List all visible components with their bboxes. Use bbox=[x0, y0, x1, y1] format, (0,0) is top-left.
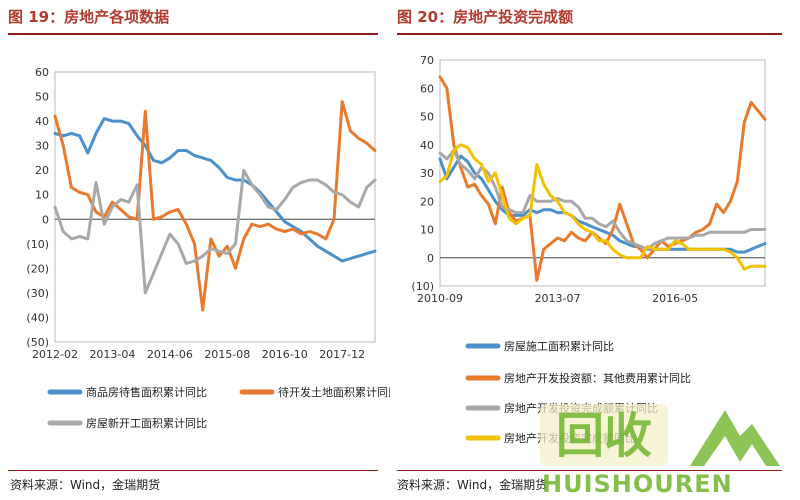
fig19-legend-label-3: 房屋新开工面积累计同比 bbox=[86, 416, 207, 430]
fig19-top-rule bbox=[8, 33, 378, 35]
fig20-x-tick-label: 2010-09 bbox=[417, 292, 463, 305]
fig19-source: 资料来源：Wind，金瑞期货 bbox=[10, 478, 161, 492]
fig19-chart: 60 50 40 30 20 10 0 (10) (20) (30) (40) (50)2012-02… bbox=[26, 66, 390, 430]
fig19-x-tick-label: 2014-06 bbox=[147, 348, 193, 361]
fig19-title: 图 19：房地产各项数据 bbox=[8, 8, 170, 26]
fig20-source: 资料来源：Wind，金瑞期货 bbox=[397, 478, 548, 492]
fig19-y-tick-label: 50 bbox=[35, 91, 49, 104]
fig19-bottom-rule bbox=[8, 470, 378, 471]
fig19-y-tick-label: 30 bbox=[35, 140, 49, 153]
fig20-title: 图 20：房地产投资完成额 bbox=[397, 8, 574, 26]
fig19-y-tick-label: 10 bbox=[35, 189, 49, 202]
fig20-y-tick-label: 50 bbox=[420, 111, 434, 124]
fig19-series-line-1 bbox=[53, 117, 377, 263]
fig19-series-line-3 bbox=[53, 168, 377, 295]
fig20-series-line-3 bbox=[438, 148, 767, 251]
fig19-x-tick-label: 2016-10 bbox=[262, 348, 308, 361]
fig20-top-rule bbox=[397, 33, 782, 35]
watermark-logo-box bbox=[540, 404, 668, 466]
fig19-x-tick-label: 2015-08 bbox=[204, 348, 250, 361]
fig20-y-tick-label: 0 bbox=[427, 252, 434, 265]
fig19-y-tick-label: 40 bbox=[35, 115, 49, 128]
fig20-legend-label-2: 房地产开发投资额：其他费用累计同比 bbox=[504, 371, 691, 385]
fig19-y-tick-label: 20 bbox=[35, 164, 49, 177]
fig20-plot-frame bbox=[439, 59, 766, 287]
fig20-y-tick-label: 70 bbox=[420, 54, 434, 67]
fig20-y-tick-label: 10 bbox=[420, 224, 434, 237]
fig19-legend-label-2: 待开发土地面积累计同比 bbox=[278, 385, 390, 399]
fig19-x-tick-label: 2012-02 bbox=[32, 348, 78, 361]
fig20-y-tick-label: 30 bbox=[420, 167, 434, 180]
fig20-x-tick-label: 2016-05 bbox=[652, 292, 698, 305]
fig19-series-line-2 bbox=[53, 100, 377, 312]
fig19-y-tick-label: 0 bbox=[42, 213, 49, 226]
watermark-logo-cn: 回收 bbox=[556, 408, 652, 464]
fig20-bottom-rule bbox=[397, 470, 782, 471]
fig20-y-tick-label: 60 bbox=[420, 82, 434, 95]
watermark-logo: 回收 HUISHOUREN bbox=[540, 404, 780, 496]
watermark-mountain-icon bbox=[690, 410, 780, 466]
fig19-plot-frame bbox=[54, 71, 376, 343]
fig20-x-tick-label: 2013-07 bbox=[535, 292, 581, 305]
watermark-logo-latin: HUISHOUREN bbox=[542, 470, 733, 496]
fig20-legend-label-1: 房屋施工面积累计同比 bbox=[504, 340, 614, 353]
fig19-y-tick-label: 60 bbox=[35, 66, 49, 79]
fig20-y-tick-label: (10) bbox=[411, 280, 434, 293]
fig19-y-tick-label: (40) bbox=[26, 311, 49, 324]
fig19-y-tick-label: (50) bbox=[26, 336, 49, 349]
fig19-legend-label-1: 商品房待售面积累计同比 bbox=[86, 385, 207, 399]
fig19-y-tick-label: (10) bbox=[26, 238, 49, 251]
fig20-y-tick-label: 40 bbox=[420, 139, 434, 152]
fig19-x-tick-label: 2013-04 bbox=[89, 348, 135, 361]
fig20-series-line-4 bbox=[438, 143, 767, 271]
fig19-x-tick-label: 2017-12 bbox=[319, 348, 365, 361]
fig19-y-tick-label: (20) bbox=[26, 262, 49, 275]
fig19-y-tick-label: (30) bbox=[26, 287, 49, 300]
fig20-y-tick-label: 20 bbox=[420, 195, 434, 208]
